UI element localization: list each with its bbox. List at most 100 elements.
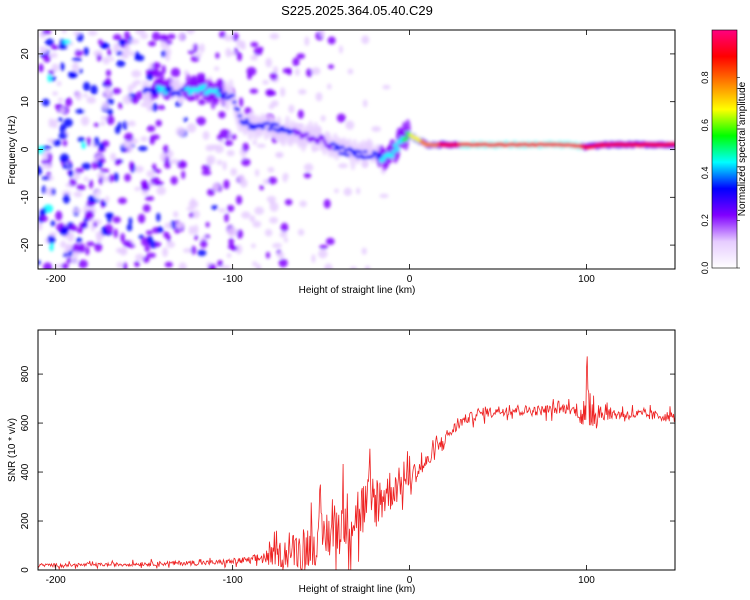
spectrogram-blob: [113, 228, 118, 239]
snr-x-tick-label: 0: [407, 575, 413, 586]
spectrogram-blob: [148, 40, 157, 47]
spectrogram-blob: [195, 52, 202, 58]
spectrogram-blob: [371, 126, 382, 132]
spectrogram-blob: [181, 170, 186, 180]
spectrogram-ridge-core: [152, 91, 158, 96]
spectrogram-blob: [122, 120, 128, 130]
spectrogram-blob: [146, 125, 156, 132]
spectrogram-blob: [166, 40, 173, 45]
spectrogram-blob: [59, 62, 65, 71]
spectrogram-blob: [52, 118, 58, 129]
spectrogram-blob: [247, 72, 252, 80]
spectrogram-x-tick-label: -200: [46, 274, 66, 285]
spectrogram-blob: [164, 222, 172, 229]
spectrogram-blob: [62, 193, 70, 204]
spectrogram-blob: [250, 41, 259, 48]
spectrogram-blob: [38, 165, 43, 176]
spectrogram-blob: [54, 263, 63, 269]
spectrogram-ridge-core: [672, 142, 675, 147]
spectrogram-blob: [215, 52, 220, 59]
spectrogram-y-tick-label: -20: [20, 237, 31, 252]
spectrogram-blob: [223, 35, 234, 42]
spectrogram-blob: [107, 48, 112, 57]
spectrogram-ridge: [141, 72, 675, 171]
spectrogram-blob: [126, 243, 136, 248]
spectrogram-blob: [241, 158, 251, 167]
spectrogram-blob: [114, 158, 121, 166]
spectrogram-ridge-core: [304, 132, 310, 136]
spectrogram-blob: [122, 140, 130, 148]
spectrogram-blob: [142, 204, 151, 213]
spectrogram-y-tick-label: -10: [20, 190, 31, 205]
spectrogram-blob: [176, 160, 187, 169]
spectrogram-blob: [93, 221, 98, 228]
spectrogram-ridge-halo: [275, 116, 282, 131]
spectrogram-blob: [141, 181, 150, 192]
spectrogram-blob: [131, 69, 142, 78]
spectrogram-blob: [77, 136, 85, 143]
spectrogram-blob: [50, 220, 56, 227]
colorbar-label: Normalized spectral amplitude: [737, 81, 748, 216]
spectrogram-blob: [162, 35, 169, 42]
spectrogram-ridge-core: [223, 91, 229, 96]
spectrogram-blob: [144, 245, 150, 252]
spectrogram-blob: [124, 31, 130, 40]
spectrogram-blob: [334, 188, 339, 194]
spectrogram-blob: [166, 234, 171, 243]
spectrogram-blob: [323, 198, 331, 209]
spectrogram-blob: [57, 97, 64, 103]
spectrogram-blob: [55, 210, 63, 221]
spectrogram-ridge-core: [352, 152, 358, 157]
snr-x-label: Height of straight line (km): [299, 584, 416, 595]
snr-y-tick-label: 0: [20, 567, 31, 573]
spectrogram-blob: [76, 227, 84, 234]
spectrogram-blob: [50, 76, 57, 82]
spectrogram-blob: [350, 266, 357, 269]
spectrogram-blob: [42, 151, 48, 160]
spectrogram-blob: [69, 178, 77, 187]
spectrogram-blob: [40, 215, 48, 222]
spectrogram-blob: [117, 121, 122, 130]
spectrogram-blob: [99, 168, 110, 173]
spectrogram-x-label: Height of straight line (km): [299, 285, 416, 296]
spectrogram-blob: [152, 163, 157, 171]
spectrogram-blob: [105, 195, 110, 203]
spectrogram-blob: [315, 92, 323, 102]
spectrogram-blob: [134, 186, 141, 192]
spectrogram-blob: [134, 119, 145, 127]
spectrogram-blob: [73, 31, 80, 36]
colorbar: 0.0 0.2 0.4 0.6 0.8 Normalized spectral ampl…: [700, 29, 748, 275]
spectrogram-blob: [156, 186, 167, 195]
spectrogram-y-axis: -20 -10 0 10 20: [20, 48, 675, 252]
spectrogram-blob: [75, 108, 86, 114]
spectrogram-ridge-core: [392, 143, 398, 148]
spectrogram-blob: [236, 229, 244, 239]
spectrogram-ridge-core: [322, 139, 328, 144]
spectrogram-blob: [86, 96, 97, 104]
spectrogram-blob: [265, 251, 271, 259]
spectrogram-blob: [78, 243, 86, 253]
spectrogram-blob: [236, 51, 243, 62]
spectrogram-blob: [162, 144, 169, 154]
spectrogram-blob: [343, 187, 353, 196]
spectrogram-blob: [129, 161, 134, 171]
spectrogram-blob: [206, 188, 215, 196]
spectrogram-blob: [59, 153, 70, 164]
colorbar-tick-label: 0.0: [700, 262, 710, 275]
spectrogram-blob: [198, 99, 206, 106]
spectrogram-blob: [94, 242, 103, 252]
spectrogram-blob: [51, 63, 59, 72]
spectrogram-blob: [239, 178, 248, 188]
spectrogram-ridge-core: [336, 146, 342, 151]
colorbar-tick-label: 0.4: [700, 167, 710, 180]
spectrogram-blob: [303, 172, 312, 179]
spectrogram-blob: [146, 235, 153, 244]
spectrogram-ridge-core: [284, 127, 290, 132]
spectrogram-blob: [151, 134, 160, 140]
spectrogram-blob: [75, 167, 84, 174]
snr-panel: -200 -100 0 100 0 200 400 600 800 Height of str…: [7, 329, 676, 595]
spectrogram-blob: [145, 230, 153, 235]
spectrogram-blob: [83, 47, 89, 56]
spectrogram-ridge-core: [330, 141, 336, 146]
spectrogram-blob: [83, 93, 88, 98]
